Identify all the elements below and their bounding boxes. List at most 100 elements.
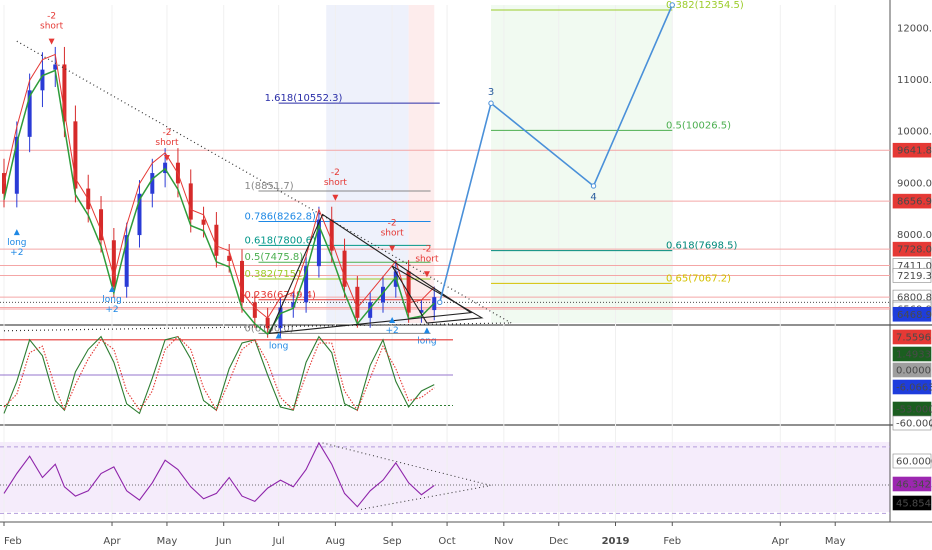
oscillator-tag-label: 0.0000 xyxy=(896,366,931,377)
price-tick-label: 12000.0 xyxy=(897,23,932,34)
fib-level-label: 0.236(6749.4) xyxy=(244,290,316,301)
candle-body xyxy=(73,121,78,189)
short-arrow-icon xyxy=(163,154,170,161)
oscillator-tag-bg xyxy=(892,329,932,345)
price-tag-label: 7219.3 xyxy=(897,271,932,282)
x-tick-label: May xyxy=(825,536,846,547)
candle-body xyxy=(419,310,424,313)
projection-zone xyxy=(491,5,673,323)
signals-layer: -2short-2short-2short-2short-2shortlong+… xyxy=(7,12,439,352)
fib-level-label: 1(8851.7) xyxy=(244,181,293,192)
signal-label: +2 xyxy=(105,305,118,315)
fib-level-label: 0.5(7475.8) xyxy=(244,252,303,263)
signal-label: short xyxy=(324,178,348,188)
short-arrow-icon xyxy=(332,194,339,201)
long-arrow-icon xyxy=(109,285,116,292)
candle-body xyxy=(137,193,142,236)
fib-level-label: 0.382(7151) xyxy=(244,269,306,280)
oscillator-tag-label: 7.5596 xyxy=(896,333,931,344)
signal-label: short xyxy=(381,228,405,238)
candle-body xyxy=(53,64,58,70)
price-series-layer xyxy=(2,40,512,338)
signal-label: long xyxy=(269,342,288,352)
price-tag-label: 6800.8 xyxy=(897,293,932,304)
candle-body xyxy=(27,90,32,137)
background-layer xyxy=(0,5,890,512)
fib-level-label: 0(6100.0) xyxy=(244,323,293,334)
short-arrow-icon xyxy=(48,38,55,45)
trend-band-line xyxy=(3,69,435,336)
oscillator-layer xyxy=(0,335,453,415)
x-tick-label: Dec xyxy=(549,536,568,547)
rsi-tag-bg xyxy=(892,476,932,492)
fib-level-label: 0.618(7800.6) xyxy=(244,235,316,246)
fib-level-label: 0.5(10026.5) xyxy=(666,120,731,131)
price-tag-label-bg xyxy=(892,306,932,322)
candle-body xyxy=(214,224,219,256)
x-tick-label: Jul xyxy=(272,536,285,547)
rsi-band xyxy=(0,442,890,512)
wave-projection-layer: 34 xyxy=(437,2,675,306)
candle-body xyxy=(342,250,347,287)
rsi-tag-bg xyxy=(892,453,932,469)
price-tick-label: 11000.0 xyxy=(897,75,932,86)
long-arrow-icon xyxy=(275,332,282,339)
price-tag-label: 7728.0 xyxy=(897,245,932,256)
rsi-tag-label: 60.0000 xyxy=(896,457,932,468)
candle-body xyxy=(368,302,373,318)
candle-body xyxy=(265,317,270,329)
rsi-series-line xyxy=(3,441,435,508)
price-tick-label: 10000.0 xyxy=(897,127,932,138)
fib-level-label: 0.618(7698.5) xyxy=(666,241,738,252)
x-tick-label: Sep xyxy=(383,536,402,547)
price-tag-label: 6468.9 xyxy=(897,310,932,321)
price-tag-label-bg xyxy=(892,193,932,209)
wave-point xyxy=(437,299,443,306)
signal-label: short xyxy=(155,138,179,148)
signal-label: -2 xyxy=(47,12,56,22)
triangle-pattern xyxy=(391,265,484,324)
price-tag-label-bg xyxy=(892,142,932,158)
price-tag-label-bg xyxy=(892,268,932,283)
signal-label: -2 xyxy=(162,128,171,138)
oscillator-tag-label: -60.0000 xyxy=(896,419,932,430)
price-tick-label: 9000.0 xyxy=(897,178,932,189)
x-tick-label: Jun xyxy=(215,536,232,547)
short-arrow-icon xyxy=(389,245,396,252)
rsi-trendline xyxy=(322,442,492,486)
candle-body xyxy=(111,240,116,287)
signal-label: long xyxy=(102,295,121,305)
price-tag-label-bg xyxy=(892,241,932,257)
candle-body xyxy=(380,286,385,303)
candle-body xyxy=(99,209,104,241)
wave-point xyxy=(590,183,597,189)
candle-body xyxy=(227,255,232,261)
signal-label: -2 xyxy=(388,218,397,228)
signal-label: long xyxy=(7,238,26,248)
candle-body xyxy=(188,183,193,220)
candle-body xyxy=(252,302,257,318)
x-tick-label: May xyxy=(157,536,178,547)
short-arrow-icon xyxy=(423,271,430,278)
x-tick-label: Apr xyxy=(772,536,790,547)
price-tag-label: 8656.9 xyxy=(897,197,932,208)
candle-body xyxy=(40,69,45,91)
long-arrow-icon xyxy=(389,317,396,323)
candle-body xyxy=(406,271,411,313)
x-tick-label: Nov xyxy=(494,536,514,547)
oscillator-series-line xyxy=(3,335,435,412)
oscillator-tag-label: -6.0663 xyxy=(896,383,932,394)
wave-point xyxy=(669,2,675,8)
candle-body xyxy=(291,302,296,308)
signal-label: long xyxy=(417,336,436,346)
long-arrow-icon xyxy=(13,229,20,236)
oscillator-tag-bg xyxy=(892,379,932,395)
signal-label: +2 xyxy=(10,248,23,258)
x-tick-label: Oct xyxy=(438,536,455,547)
signal-label: -2 xyxy=(331,168,340,178)
candle-body xyxy=(304,266,309,303)
price-tag-label: 7411.0 xyxy=(897,261,932,272)
candle-body xyxy=(124,235,129,287)
candle-body xyxy=(316,219,321,267)
